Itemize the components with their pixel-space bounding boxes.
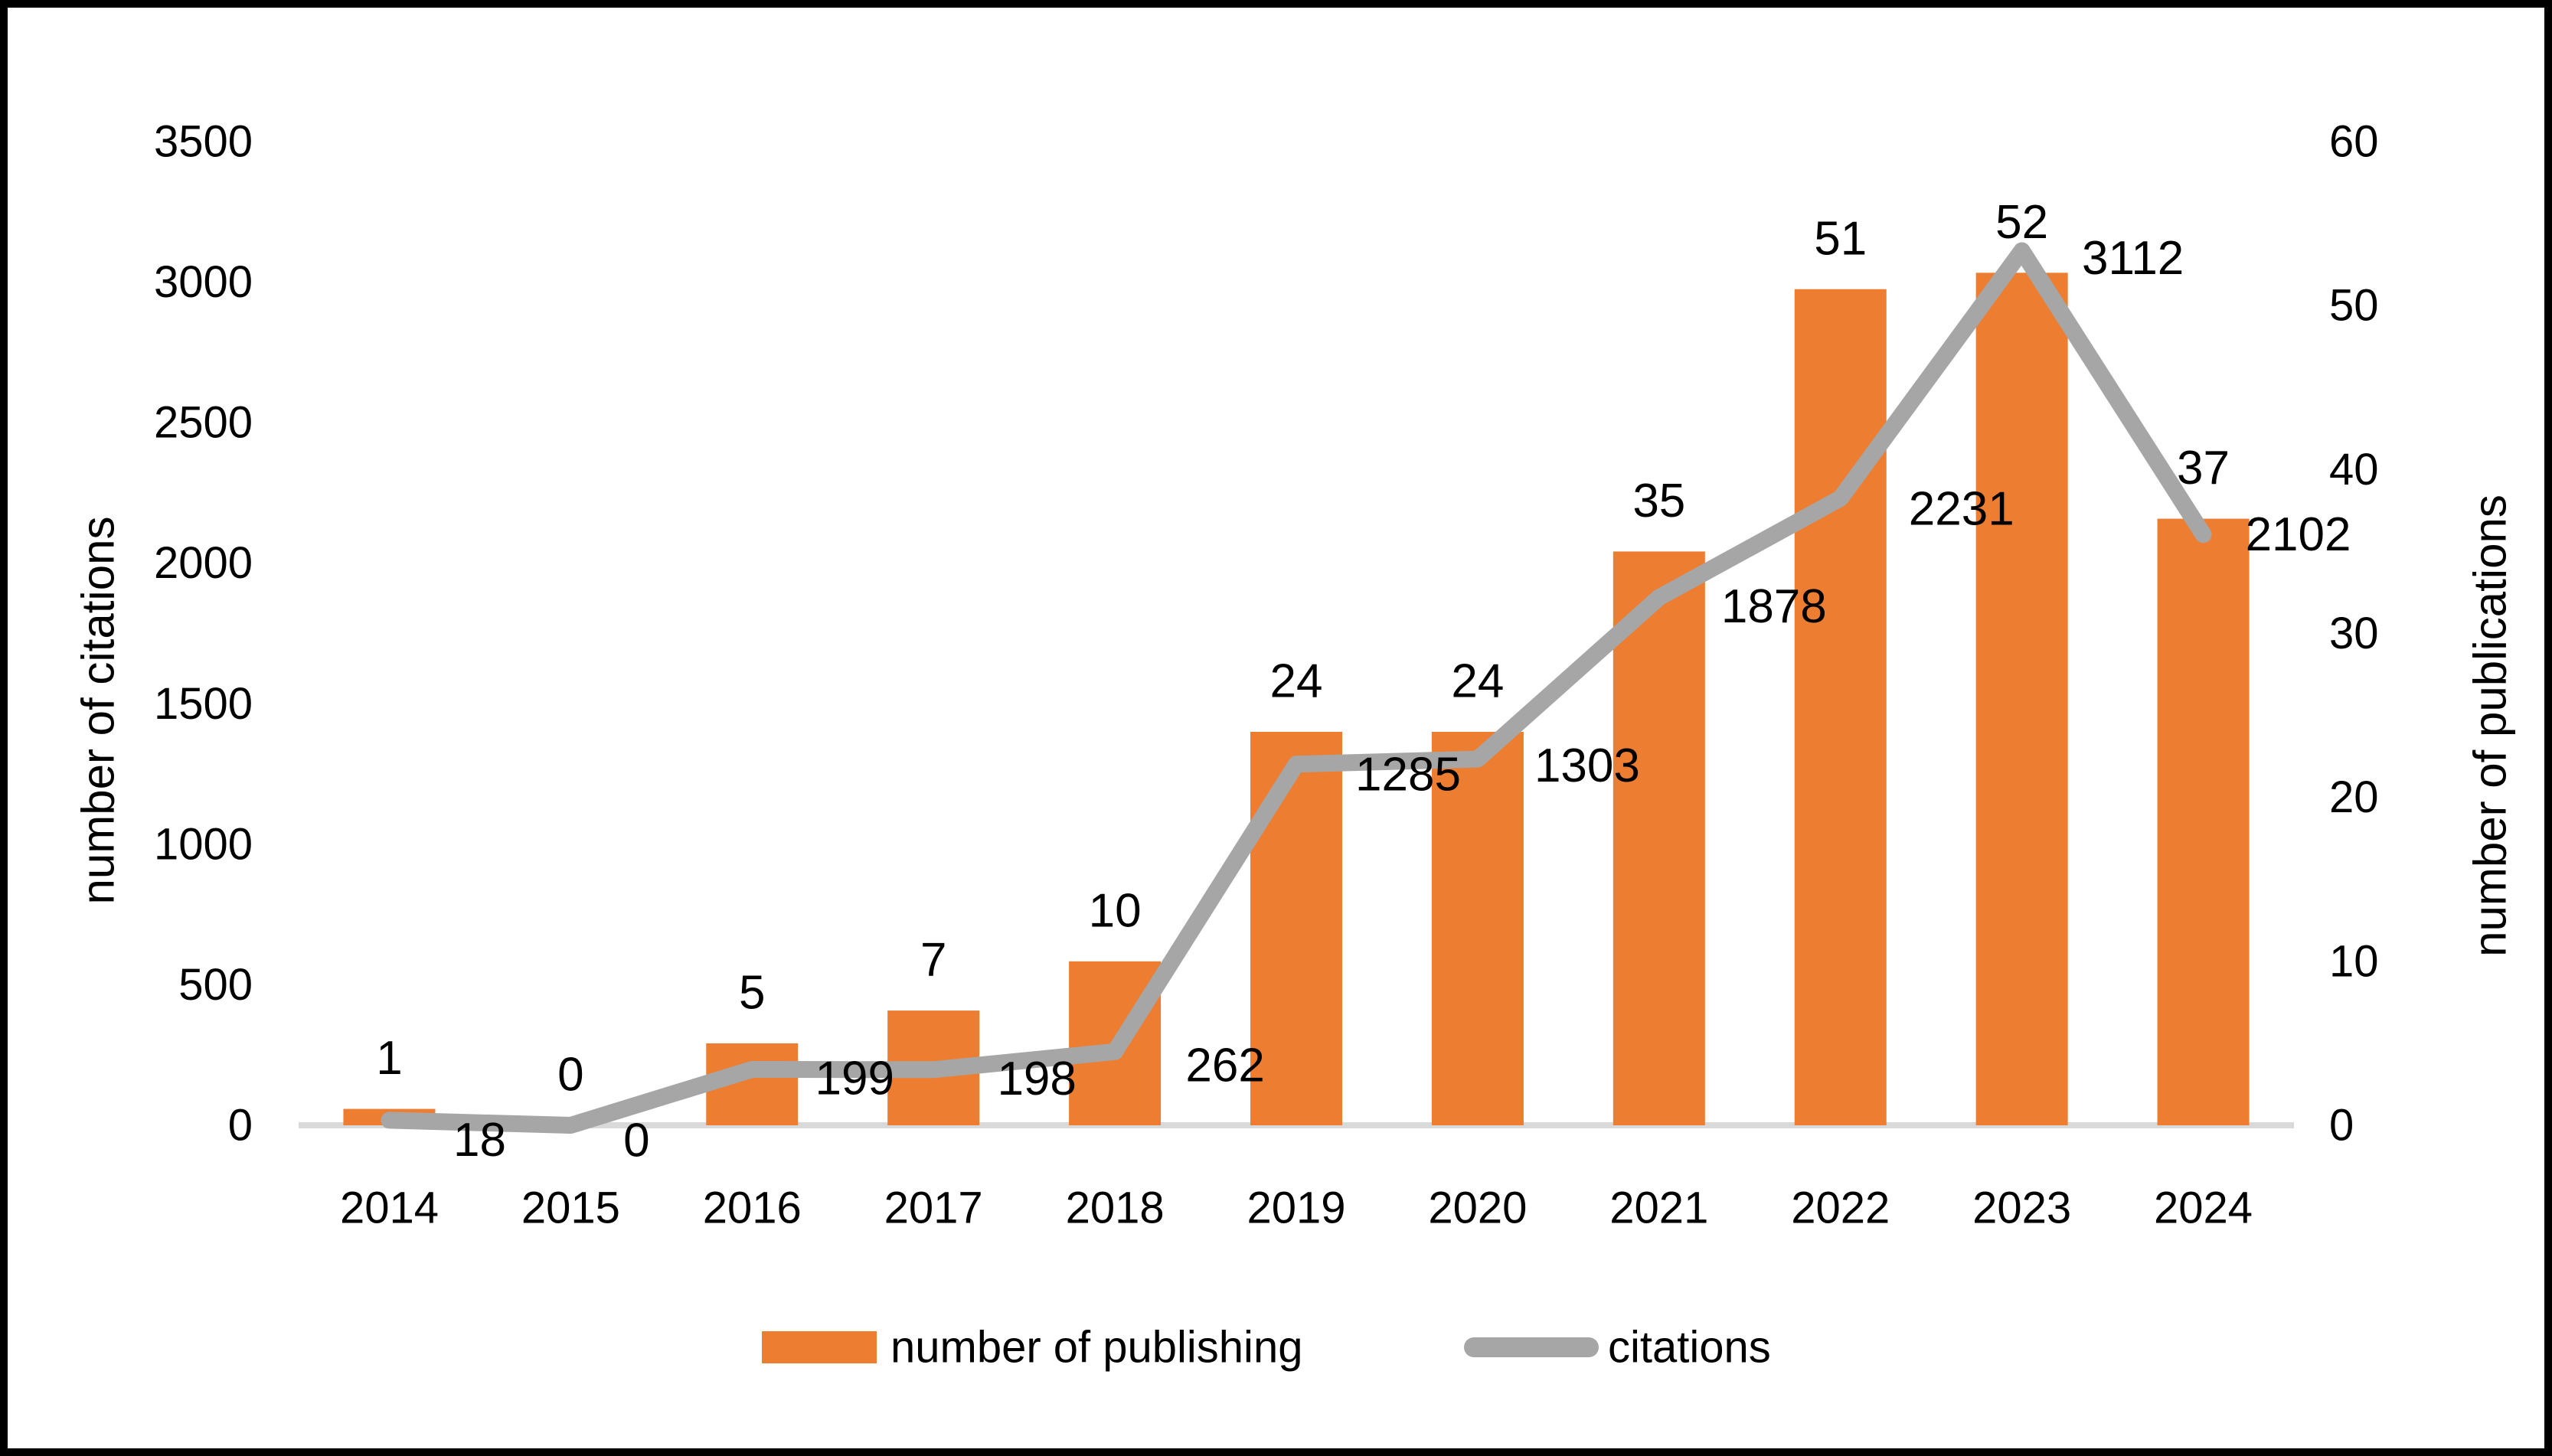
bar-label-2020: 24	[1451, 655, 1504, 708]
line-data-labels-group: 18 0 199 198 262 1285 1303 1878 2231 3112 2102	[453, 232, 2351, 1167]
bar-label-2018: 10	[1089, 884, 1142, 937]
citations-label-2018: 262	[1185, 1039, 1264, 1092]
left-tick-3000: 3000	[154, 257, 253, 307]
legend-bar-swatch	[762, 1331, 877, 1363]
bar-2020	[1431, 732, 1524, 1125]
x-axis-category-group: 2014 2015 2016 2017 2018 2019 2020 2021 2022 2023…	[340, 1183, 2253, 1233]
right-tick-50: 50	[2329, 281, 2379, 331]
bar-2021	[1613, 551, 1705, 1125]
bar-label-2017: 7	[920, 934, 946, 987]
citations-label-2021: 1878	[1721, 580, 1827, 633]
citations-line	[381, 242, 2212, 1134]
right-axis-title: number of publications	[2465, 495, 2516, 957]
x-label-2024: 2024	[2154, 1183, 2253, 1233]
left-tick-2000: 2000	[154, 538, 253, 588]
citations-label-2020: 1303	[1534, 739, 1640, 792]
citations-label-2022: 2231	[1909, 482, 2014, 535]
left-axis-title: number of citations	[73, 517, 124, 905]
left-tick-1500: 1500	[154, 679, 253, 729]
x-label-2022: 2022	[1791, 1183, 1890, 1233]
bar-label-2024: 37	[2177, 442, 2230, 495]
bar-label-2019: 24	[1270, 655, 1323, 708]
x-label-2015: 2015	[521, 1183, 620, 1233]
left-tick-2500: 2500	[154, 398, 253, 448]
right-tick-40: 40	[2329, 445, 2379, 495]
left-tick-500: 500	[178, 960, 253, 1010]
citations-label-2017: 198	[997, 1053, 1076, 1105]
x-label-2018: 2018	[1066, 1183, 1165, 1233]
x-label-2023: 2023	[1972, 1183, 2071, 1233]
x-label-2017: 2017	[884, 1183, 983, 1233]
left-tick-3500: 3500	[154, 117, 253, 167]
bar-label-2014: 1	[376, 1032, 402, 1085]
bar-label-2023: 52	[1995, 196, 2048, 249]
x-label-2020: 2020	[1428, 1183, 1527, 1233]
x-label-2016: 2016	[703, 1183, 802, 1233]
right-tick-30: 30	[2329, 609, 2379, 658]
bar-label-2021: 35	[1632, 475, 1685, 527]
legend-label-citations: citations	[1608, 1323, 1771, 1373]
bar-label-2016: 5	[739, 966, 765, 1019]
right-axis-ticks-group: 0 10 20 30 40 50 60	[2329, 117, 2379, 1151]
x-label-2014: 2014	[340, 1183, 439, 1233]
citations-label-2015: 0	[623, 1115, 649, 1167]
citations-label-2023: 3112	[2082, 232, 2184, 285]
left-axis-ticks-group: 0 500 1000 1500 2000 2500 3000 3500	[154, 117, 253, 1151]
citations-label-2019: 1285	[1355, 749, 1461, 801]
left-tick-0: 0	[228, 1101, 253, 1151]
x-label-2021: 2021	[1609, 1183, 1708, 1233]
right-tick-60: 60	[2329, 117, 2379, 167]
right-tick-0: 0	[2329, 1101, 2354, 1151]
legend: number of publishing citations	[762, 1323, 1771, 1373]
right-tick-20: 20	[2329, 772, 2379, 822]
x-label-2019: 2019	[1247, 1183, 1345, 1233]
line-series-group	[381, 242, 2212, 1134]
right-tick-10: 10	[2329, 936, 2379, 986]
citations-label-2016: 199	[815, 1052, 894, 1105]
bar-2024	[2157, 518, 2250, 1125]
legend-label-publishing: number of publishing	[890, 1323, 1302, 1373]
bar-2022	[1794, 289, 1887, 1125]
left-tick-1000: 1000	[154, 819, 253, 869]
bar-label-2022: 51	[1814, 212, 1867, 265]
citations-label-2014: 18	[453, 1114, 506, 1167]
bar-label-2015: 0	[557, 1049, 583, 1102]
citations-label-2024: 2102	[2246, 508, 2351, 561]
bar-2023	[1975, 273, 2068, 1125]
